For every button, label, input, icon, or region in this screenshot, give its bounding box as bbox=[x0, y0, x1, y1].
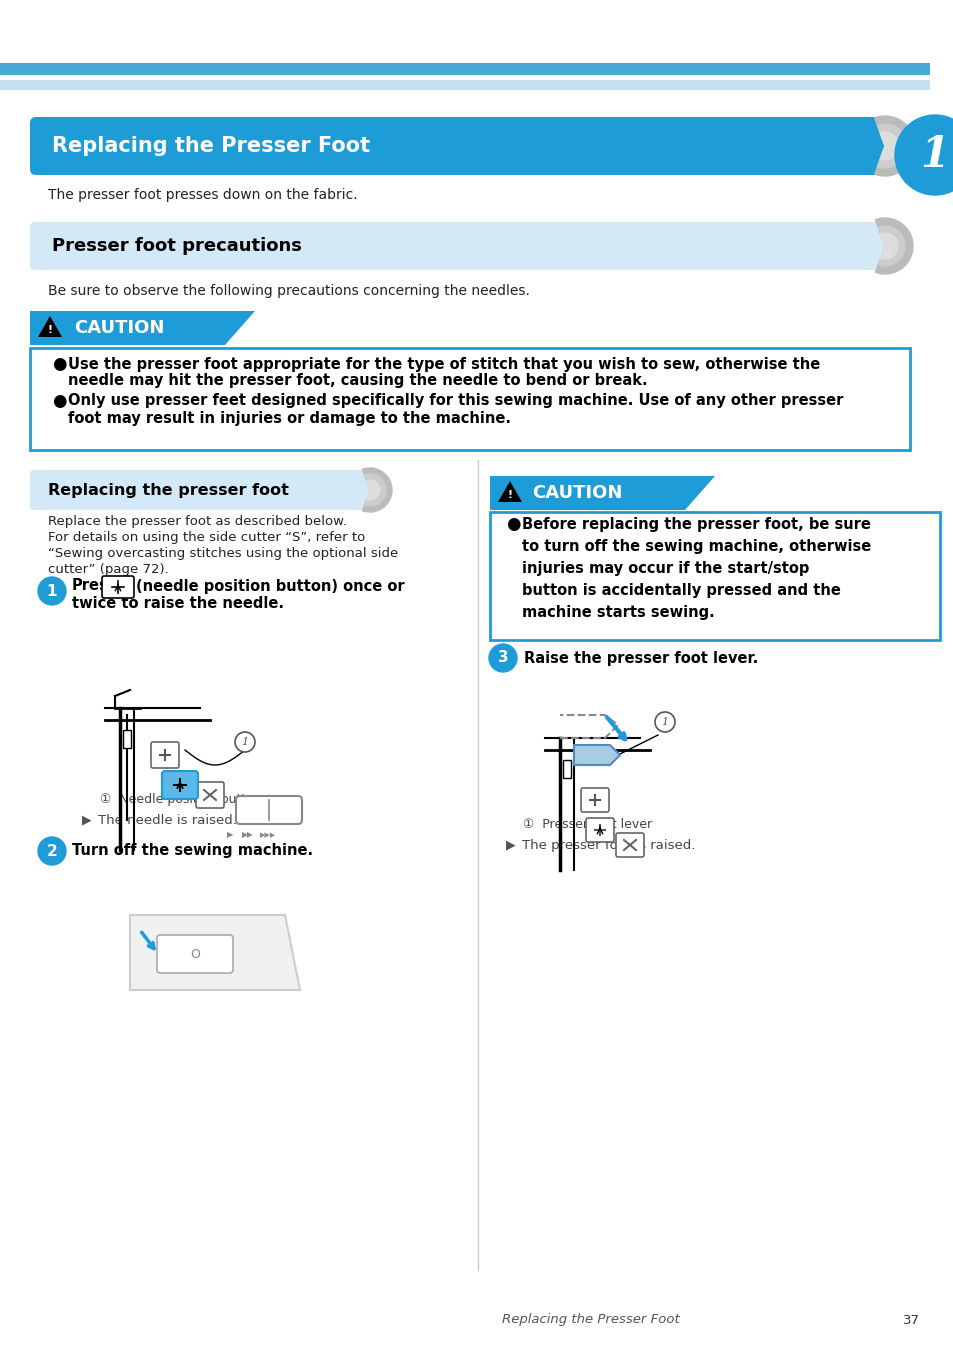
FancyBboxPatch shape bbox=[30, 348, 909, 450]
Text: Turn off the sewing machine.: Turn off the sewing machine. bbox=[71, 844, 313, 859]
Text: Presser foot precautions: Presser foot precautions bbox=[52, 237, 301, 255]
Polygon shape bbox=[225, 311, 254, 345]
Text: The needle is raised.: The needle is raised. bbox=[98, 813, 236, 826]
FancyBboxPatch shape bbox=[195, 782, 224, 807]
Text: The presser foot is raised.: The presser foot is raised. bbox=[521, 838, 695, 852]
FancyBboxPatch shape bbox=[580, 789, 608, 811]
Text: ●: ● bbox=[505, 515, 520, 532]
Text: O: O bbox=[190, 948, 200, 961]
Text: Before replacing the presser foot, be sure: Before replacing the presser foot, be su… bbox=[521, 516, 870, 531]
Circle shape bbox=[655, 712, 675, 732]
Text: ①  Needle position button: ① Needle position button bbox=[100, 794, 261, 806]
Text: machine starts sewing.: machine starts sewing. bbox=[521, 604, 714, 620]
Wedge shape bbox=[362, 468, 392, 512]
Text: foot may result in injuries or damage to the machine.: foot may result in injuries or damage to… bbox=[68, 411, 511, 426]
Text: to turn off the sewing machine, otherwise: to turn off the sewing machine, otherwis… bbox=[521, 538, 870, 554]
Wedge shape bbox=[880, 233, 897, 259]
Text: Press: Press bbox=[71, 578, 117, 593]
FancyBboxPatch shape bbox=[151, 741, 179, 768]
Polygon shape bbox=[684, 476, 714, 510]
Wedge shape bbox=[366, 480, 379, 500]
Text: needle may hit the presser foot, causing the needle to bend or break.: needle may hit the presser foot, causing… bbox=[68, 373, 647, 388]
Text: ▶: ▶ bbox=[82, 813, 91, 826]
Polygon shape bbox=[497, 481, 521, 501]
Text: Be sure to observe the following precautions concerning the needles.: Be sure to observe the following precaut… bbox=[48, 284, 529, 298]
Text: ①  Presser foot lever: ① Presser foot lever bbox=[522, 818, 652, 832]
Circle shape bbox=[38, 837, 66, 865]
Text: Only use presser feet designed specifically for this sewing machine. Use of any : Only use presser feet designed specifica… bbox=[68, 394, 842, 408]
Text: injuries may occur if the start/stop: injuries may occur if the start/stop bbox=[521, 561, 808, 576]
FancyBboxPatch shape bbox=[123, 731, 131, 748]
Text: For details on using the side cutter “S”, refer to: For details on using the side cutter “S”… bbox=[48, 531, 365, 545]
Text: cutter” (page 72).: cutter” (page 72). bbox=[48, 563, 169, 577]
FancyBboxPatch shape bbox=[30, 117, 884, 175]
Text: 37: 37 bbox=[902, 1313, 919, 1326]
FancyBboxPatch shape bbox=[102, 576, 133, 599]
Wedge shape bbox=[878, 226, 904, 266]
Text: !: ! bbox=[507, 491, 512, 500]
Circle shape bbox=[234, 732, 254, 752]
FancyBboxPatch shape bbox=[162, 771, 198, 799]
Text: The presser foot presses down on the fabric.: The presser foot presses down on the fab… bbox=[48, 187, 357, 202]
FancyBboxPatch shape bbox=[490, 512, 939, 640]
Text: Replacing the presser foot: Replacing the presser foot bbox=[48, 483, 289, 497]
Wedge shape bbox=[877, 124, 906, 168]
Polygon shape bbox=[130, 915, 299, 989]
Text: Replacing the Presser Foot: Replacing the Presser Foot bbox=[52, 136, 370, 156]
Wedge shape bbox=[875, 218, 912, 274]
FancyBboxPatch shape bbox=[235, 797, 302, 824]
FancyBboxPatch shape bbox=[0, 63, 929, 75]
Text: ▶: ▶ bbox=[505, 838, 515, 852]
Polygon shape bbox=[38, 315, 62, 337]
Wedge shape bbox=[364, 474, 386, 506]
Text: 1: 1 bbox=[47, 584, 57, 599]
Text: Use the presser foot appropriate for the type of stitch that you wish to sew, ot: Use the presser foot appropriate for the… bbox=[68, 356, 820, 372]
Text: CAUTION: CAUTION bbox=[74, 319, 164, 337]
FancyBboxPatch shape bbox=[30, 470, 370, 510]
Text: ▶▶: ▶▶ bbox=[242, 830, 253, 840]
Text: ▶▶▶: ▶▶▶ bbox=[259, 832, 275, 838]
Wedge shape bbox=[880, 132, 898, 160]
FancyBboxPatch shape bbox=[490, 476, 684, 510]
FancyBboxPatch shape bbox=[30, 222, 884, 270]
Text: ●: ● bbox=[52, 355, 67, 373]
Text: Raise the presser foot lever.: Raise the presser foot lever. bbox=[523, 651, 758, 666]
Text: Replace the presser foot as described below.: Replace the presser foot as described be… bbox=[48, 515, 347, 528]
FancyBboxPatch shape bbox=[30, 311, 225, 345]
FancyBboxPatch shape bbox=[0, 80, 929, 90]
Text: 2: 2 bbox=[47, 844, 57, 859]
FancyBboxPatch shape bbox=[157, 936, 233, 973]
Circle shape bbox=[894, 115, 953, 195]
Circle shape bbox=[38, 577, 66, 605]
Text: button is accidentally pressed and the: button is accidentally pressed and the bbox=[521, 582, 840, 597]
Text: “Sewing overcasting stitches using the optional side: “Sewing overcasting stitches using the o… bbox=[48, 547, 397, 561]
Text: ●: ● bbox=[52, 392, 67, 410]
Text: !: ! bbox=[48, 325, 52, 336]
Text: 3: 3 bbox=[497, 651, 508, 666]
Text: 1: 1 bbox=[241, 737, 249, 747]
Wedge shape bbox=[874, 116, 914, 177]
Text: twice to raise the needle.: twice to raise the needle. bbox=[71, 596, 284, 611]
FancyBboxPatch shape bbox=[585, 818, 614, 842]
Text: (needle position button) once or: (needle position button) once or bbox=[136, 578, 404, 593]
Circle shape bbox=[489, 644, 517, 673]
Text: 1: 1 bbox=[660, 717, 668, 727]
Polygon shape bbox=[574, 745, 619, 766]
Text: Replacing the Presser Foot: Replacing the Presser Foot bbox=[501, 1313, 679, 1326]
FancyBboxPatch shape bbox=[616, 833, 643, 857]
FancyBboxPatch shape bbox=[562, 760, 571, 778]
Text: CAUTION: CAUTION bbox=[532, 484, 621, 501]
Text: ▶: ▶ bbox=[227, 830, 233, 840]
Text: 1: 1 bbox=[920, 133, 948, 177]
